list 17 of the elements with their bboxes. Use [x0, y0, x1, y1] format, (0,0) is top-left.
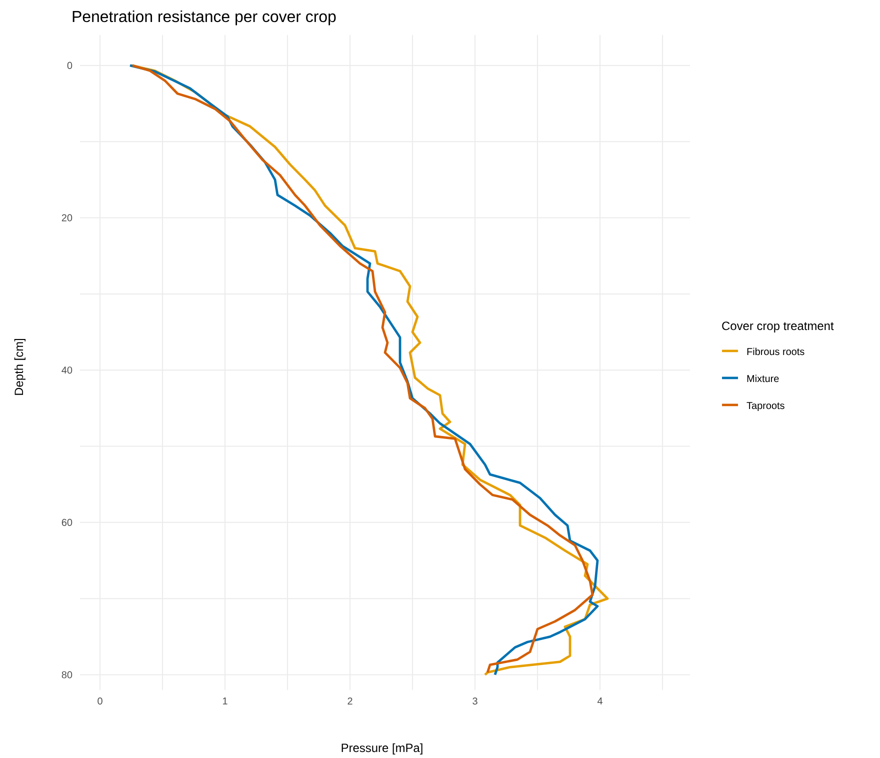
legend-label: Mixture	[747, 374, 779, 382]
chart-title: Penetration resistance per cover crop	[72, 10, 336, 26]
x-tick-label: 0	[98, 698, 102, 705]
y-tick-label: 40	[62, 366, 72, 374]
x-tick-label: 2	[348, 698, 352, 704]
y-tick-label: 20	[62, 214, 72, 222]
legend-label: Taproots	[746, 402, 784, 412]
y-tick-label: 60	[62, 518, 72, 526]
x-tick-label: 3	[472, 698, 478, 705]
legend-title: Cover crop treatment	[722, 322, 834, 332]
y-tick-label: 80	[62, 671, 72, 678]
x-tick-label: 1	[223, 698, 228, 704]
x-axis-title: Pressure [mPa]	[342, 743, 422, 754]
y-axis-title: Depth [cm]	[14, 338, 26, 395]
legend-label: Fibrous roots	[747, 348, 804, 356]
x-tick-label: 4	[597, 698, 602, 704]
y-tick-label: 0	[67, 62, 72, 69]
